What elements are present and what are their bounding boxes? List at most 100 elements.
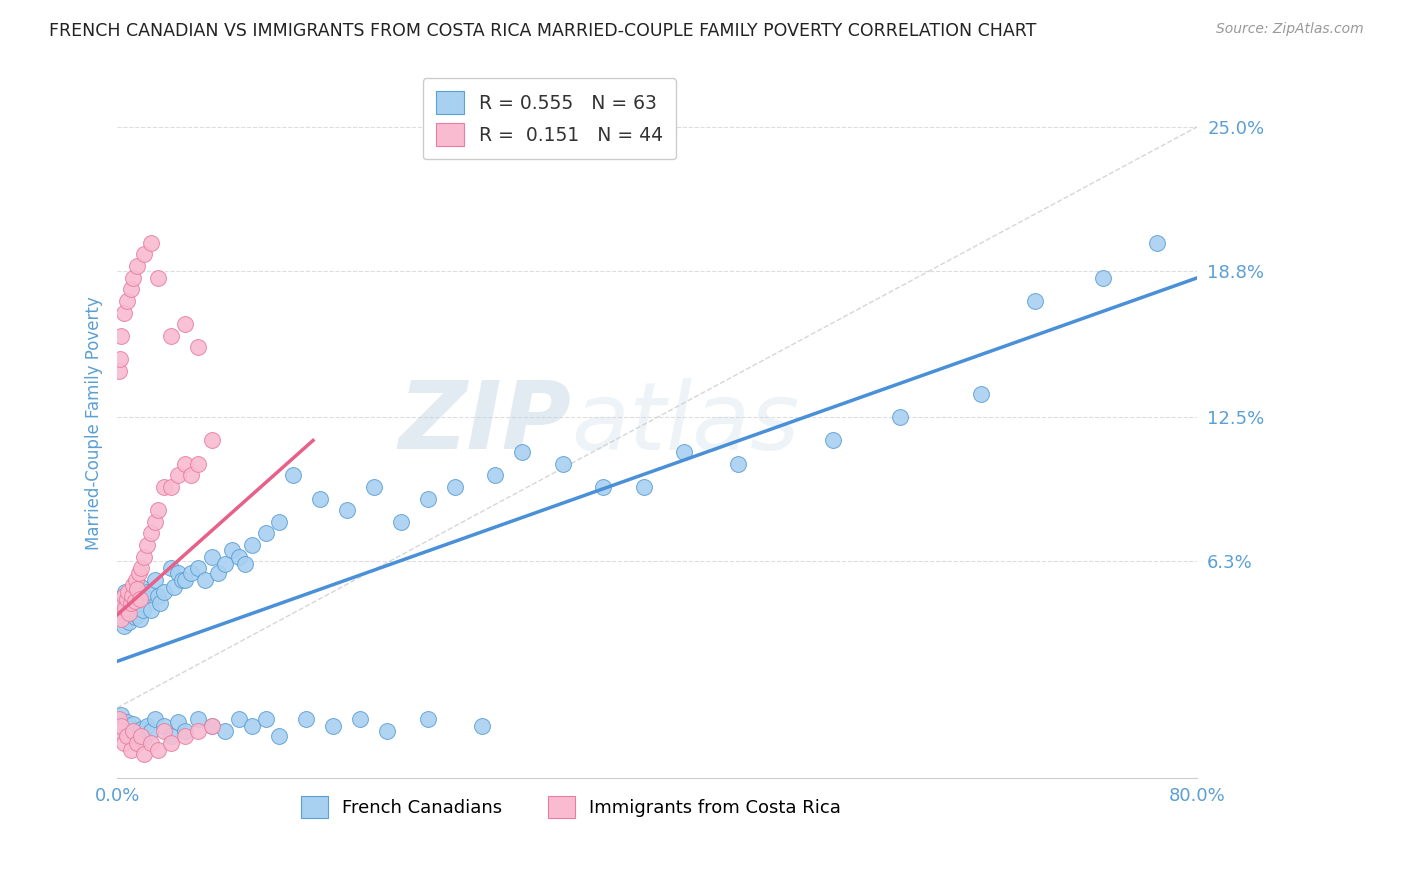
Point (127, 582, 149, 597)
Point (727, 457, 749, 471)
Point (153, 724, 176, 739)
Point (134, 549, 156, 564)
Point (118, 615, 141, 629)
Point (592, 480, 614, 494)
Point (107, 713, 129, 727)
Point (160, 736, 183, 750)
Point (214, 557, 236, 571)
Point (121, 606, 143, 620)
Point (134, 589, 156, 603)
Point (889, 410, 911, 425)
Point (201, 719, 224, 733)
Point (551, 457, 574, 471)
Point (121, 589, 143, 603)
Point (131, 561, 153, 575)
Point (125, 591, 148, 606)
Point (122, 724, 145, 739)
Point (160, 729, 183, 743)
Point (129, 612, 152, 626)
Point (108, 352, 131, 367)
Point (107, 364, 129, 378)
Point (115, 714, 138, 729)
Point (110, 707, 132, 722)
Point (128, 584, 150, 599)
Point (160, 561, 183, 575)
Point (349, 713, 371, 727)
Point (112, 724, 135, 739)
Point (308, 491, 330, 506)
Point (131, 729, 153, 743)
Point (111, 596, 134, 610)
Point (134, 731, 156, 745)
Point (122, 594, 145, 608)
Point (120, 282, 142, 296)
Point (201, 549, 224, 564)
Point (170, 573, 193, 587)
Point (180, 566, 202, 580)
Point (207, 566, 229, 580)
Point (143, 573, 166, 587)
Point (120, 599, 142, 613)
Point (146, 503, 169, 517)
Point (139, 603, 162, 617)
Point (214, 724, 236, 739)
Point (135, 719, 157, 733)
Point (180, 468, 202, 483)
Point (129, 591, 152, 606)
Point (201, 719, 224, 733)
Point (471, 719, 494, 733)
Point (173, 729, 195, 743)
Point (187, 561, 209, 575)
Point (201, 434, 224, 448)
Point (122, 577, 145, 591)
Text: FRENCH CANADIAN VS IMMIGRANTS FROM COSTA RICA MARRIED-COUPLE FAMILY POVERTY CORR: FRENCH CANADIAN VS IMMIGRANTS FROM COSTA… (49, 22, 1036, 40)
Point (269, 729, 291, 743)
Text: Source: ZipAtlas.com: Source: ZipAtlas.com (1216, 22, 1364, 37)
Point (114, 600, 136, 615)
Point (1146, 235, 1168, 250)
Y-axis label: Married-Couple Family Poverty: Married-Couple Family Poverty (86, 296, 103, 549)
Point (254, 526, 277, 541)
Text: ZIP: ZIP (398, 377, 571, 469)
Point (108, 719, 131, 733)
Point (1091, 270, 1114, 285)
Point (139, 736, 162, 750)
Point (443, 480, 465, 494)
Point (108, 724, 131, 739)
Point (484, 468, 506, 483)
Point (125, 573, 148, 587)
Point (240, 719, 263, 733)
Point (135, 538, 157, 552)
Point (163, 580, 186, 594)
Point (115, 293, 138, 308)
Point (146, 589, 169, 603)
Point (240, 538, 263, 552)
Point (127, 736, 149, 750)
Point (117, 589, 139, 603)
Point (194, 573, 217, 587)
Point (107, 607, 129, 622)
Point (122, 717, 145, 731)
Point (139, 235, 162, 250)
Point (108, 603, 131, 617)
Point (112, 305, 135, 319)
Point (107, 607, 129, 622)
Point (363, 480, 385, 494)
Point (112, 589, 135, 603)
Point (112, 619, 135, 633)
Point (970, 387, 993, 401)
Point (122, 270, 145, 285)
Point (143, 713, 166, 727)
Point (118, 606, 141, 620)
Point (146, 270, 169, 285)
Point (120, 596, 142, 610)
Point (131, 722, 153, 736)
Point (139, 526, 162, 541)
Legend: French Canadians, Immigrants from Costa Rica: French Canadians, Immigrants from Costa … (294, 789, 848, 825)
Point (336, 503, 359, 517)
Point (120, 729, 142, 743)
Point (221, 542, 243, 557)
Point (254, 713, 277, 727)
Point (389, 515, 412, 529)
Point (107, 713, 129, 727)
